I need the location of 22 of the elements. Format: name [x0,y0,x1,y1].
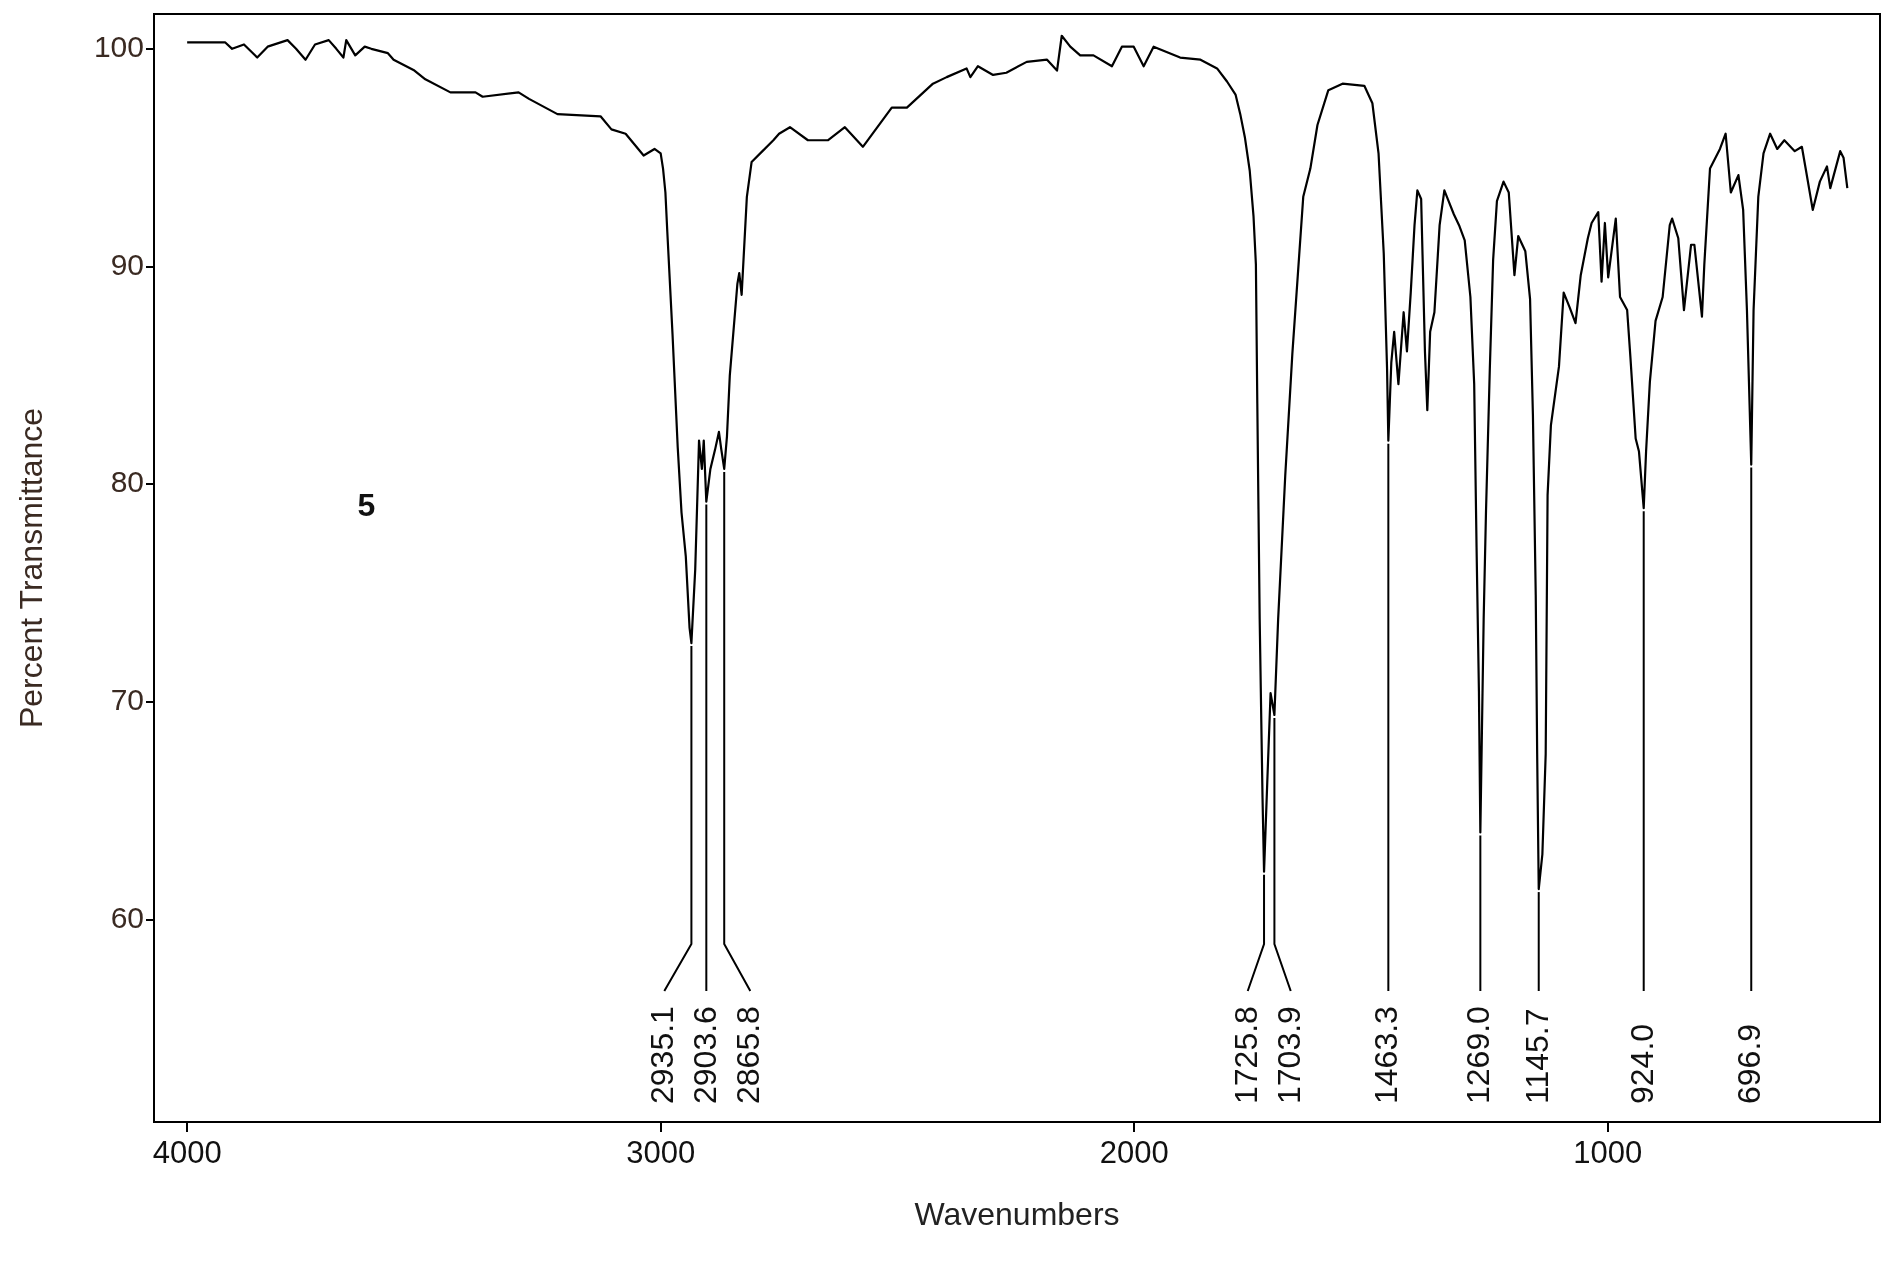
x-tick-label: 1000 [1573,1135,1643,1171]
annotation: 5 [357,486,376,523]
annotation: 2865.8 [730,1006,767,1104]
y-tick-label: 60 [110,900,144,934]
annotation: 1145.7 [1518,1008,1555,1104]
annotation: 1725.8 [1227,1006,1264,1104]
x-axis-title: Wavenumbers [914,1195,1120,1232]
annotation: 2903.6 [687,1006,724,1104]
annotation: 1463.3 [1368,1006,1405,1104]
y-tick-label: 80 [110,465,144,499]
annotation: 1269.0 [1460,1006,1497,1104]
y-tick-label: 100 [93,30,144,64]
y-tick-label: 90 [110,247,144,281]
x-tick-label: 4000 [152,1135,222,1171]
annotation: 2935.1 [644,1006,681,1104]
annotation: 696.9 [1731,1023,1768,1104]
annotation: 1703.9 [1270,1006,1307,1104]
y-axis-title: Percent Transmittance [13,407,50,729]
y-tick-label: 70 [110,683,144,717]
x-tick-label: 3000 [626,1135,696,1171]
annotation: 924.0 [1623,1023,1660,1104]
x-tick-label: 2000 [1099,1135,1169,1171]
